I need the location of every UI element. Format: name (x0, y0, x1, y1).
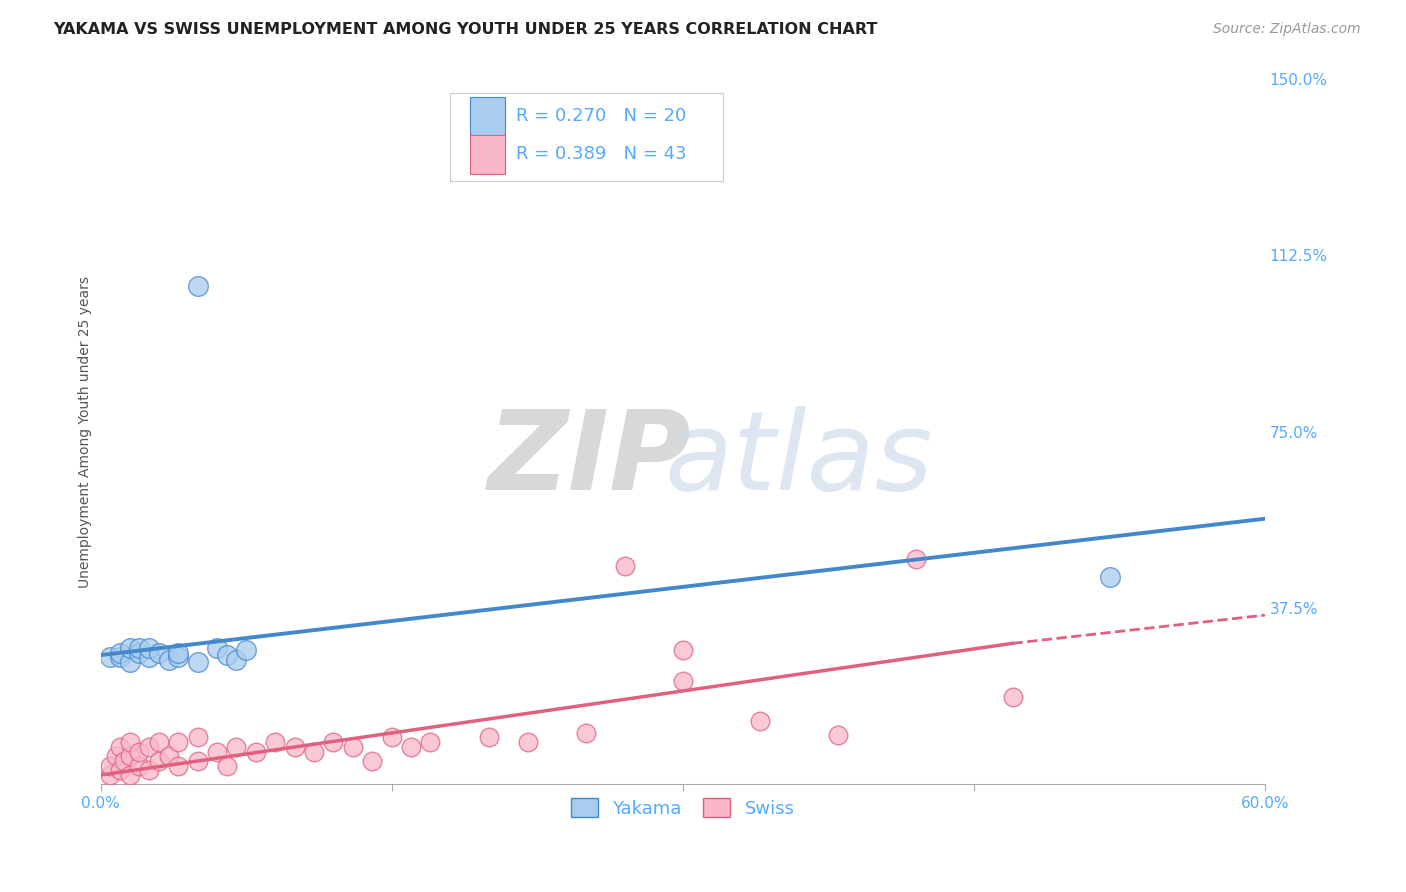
Point (157, 749, 180, 764)
Point (827, 728, 849, 742)
Point (128, 646, 150, 660)
Point (205, 641, 228, 656)
Point (575, 725, 598, 739)
Point (138, 764, 160, 778)
Point (361, 754, 384, 768)
Point (419, 735, 441, 749)
Point (128, 744, 150, 758)
Point (112, 754, 135, 768)
Point (284, 739, 307, 754)
FancyBboxPatch shape (470, 97, 505, 136)
Point (148, 735, 170, 749)
FancyBboxPatch shape (450, 93, 724, 181)
Point (157, 653, 180, 667)
Y-axis label: Unemployment Among Youth under 25 years: Unemployment Among Youth under 25 years (79, 276, 93, 588)
Point (138, 739, 160, 754)
Text: R = 0.270   N = 20: R = 0.270 N = 20 (516, 107, 686, 126)
Point (1001, 690, 1024, 705)
Point (187, 731, 209, 745)
Point (148, 754, 170, 768)
Text: YAKAMA VS SWISS UNEMPLOYMENT AMONG YOUTH UNDER 25 YEARS CORRELATION CHART: YAKAMA VS SWISS UNEMPLOYMENT AMONG YOUTH… (53, 22, 877, 37)
Point (302, 744, 325, 758)
Point (613, 558, 636, 573)
Point (108, 739, 131, 754)
Point (98, 768, 121, 782)
Point (108, 646, 131, 660)
Point (108, 764, 131, 778)
Point (235, 643, 257, 657)
Point (105, 749, 128, 764)
Point (118, 641, 141, 656)
Point (138, 650, 160, 665)
Point (516, 735, 538, 749)
Point (342, 739, 364, 754)
Point (187, 754, 209, 768)
Point (225, 739, 247, 754)
Text: atlas: atlas (665, 407, 934, 514)
Legend: Yakama, Swiss: Yakama, Swiss (564, 791, 801, 825)
Point (98, 650, 121, 665)
Point (478, 731, 501, 745)
Point (205, 744, 228, 758)
Point (108, 650, 131, 665)
Point (381, 731, 404, 745)
Point (167, 758, 190, 772)
Point (749, 714, 772, 728)
Point (128, 641, 150, 656)
Point (187, 655, 209, 669)
Point (167, 650, 190, 665)
Point (118, 655, 141, 669)
Point (904, 551, 927, 566)
Point (245, 744, 267, 758)
FancyBboxPatch shape (470, 135, 505, 174)
Point (672, 643, 695, 657)
Point (187, 279, 209, 293)
Point (215, 758, 238, 772)
Point (148, 646, 170, 660)
Point (264, 735, 287, 749)
Point (215, 648, 238, 662)
Text: R = 0.389   N = 43: R = 0.389 N = 43 (516, 145, 688, 163)
Point (98, 758, 121, 772)
Point (672, 673, 695, 688)
Text: ZIP: ZIP (488, 407, 692, 514)
Point (167, 646, 190, 660)
Text: Source: ZipAtlas.com: Source: ZipAtlas.com (1213, 22, 1361, 37)
Point (399, 739, 422, 754)
Point (167, 735, 190, 749)
Point (128, 758, 150, 772)
Point (118, 735, 141, 749)
Point (118, 768, 141, 782)
Point (322, 735, 344, 749)
Point (1098, 570, 1121, 584)
Point (118, 749, 141, 764)
Point (138, 641, 160, 656)
Point (225, 653, 247, 667)
